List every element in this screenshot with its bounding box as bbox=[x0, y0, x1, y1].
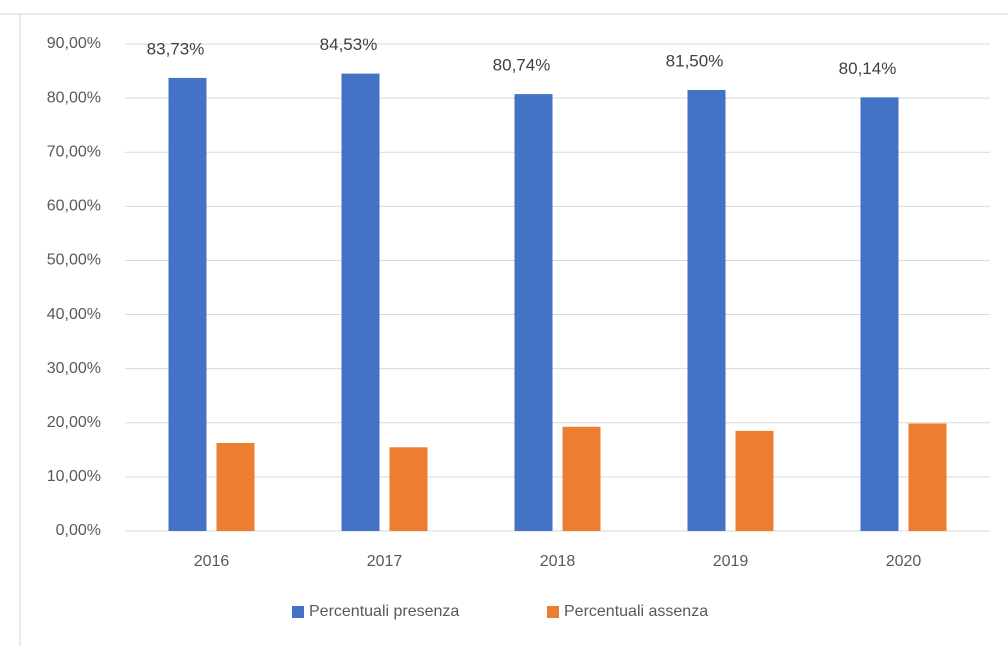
y-tick-label: 0,00% bbox=[56, 522, 101, 539]
y-tick-label: 90,00% bbox=[47, 35, 101, 52]
y-tick-label: 70,00% bbox=[47, 143, 101, 160]
x-tick-label: 2019 bbox=[713, 553, 749, 570]
legend-swatch bbox=[292, 606, 304, 618]
data-label: 84,53% bbox=[320, 35, 378, 54]
x-tick-label: 2016 bbox=[194, 553, 230, 570]
bar bbox=[860, 97, 899, 532]
y-tick-label: 30,00% bbox=[47, 360, 101, 377]
bar bbox=[341, 73, 380, 531]
x-tick-label: 2017 bbox=[367, 553, 403, 570]
y-tick-label: 80,00% bbox=[47, 89, 101, 106]
bar bbox=[168, 77, 207, 531]
x-tick-label: 2020 bbox=[886, 553, 922, 570]
bar bbox=[514, 94, 553, 532]
y-tick-label: 10,00% bbox=[47, 468, 101, 485]
bar bbox=[389, 447, 428, 531]
y-tick-label: 60,00% bbox=[47, 198, 101, 215]
data-label: 80,14% bbox=[839, 59, 897, 78]
legend-swatch bbox=[547, 606, 559, 618]
bar bbox=[908, 423, 947, 531]
data-label: 83,73% bbox=[147, 39, 205, 58]
bar bbox=[562, 426, 601, 531]
legend-label: Percentuali presenza bbox=[309, 603, 459, 620]
data-label: 80,74% bbox=[493, 56, 551, 75]
y-tick-label: 50,00% bbox=[47, 252, 101, 269]
x-tick-label: 2018 bbox=[540, 553, 576, 570]
data-label: 81,50% bbox=[666, 51, 724, 70]
bar bbox=[216, 442, 255, 531]
y-tick-label: 40,00% bbox=[47, 306, 101, 323]
bar bbox=[687, 89, 726, 531]
y-tick-label: 20,00% bbox=[47, 414, 101, 431]
legend-label: Percentuali assenza bbox=[564, 603, 708, 620]
bar bbox=[735, 430, 774, 531]
